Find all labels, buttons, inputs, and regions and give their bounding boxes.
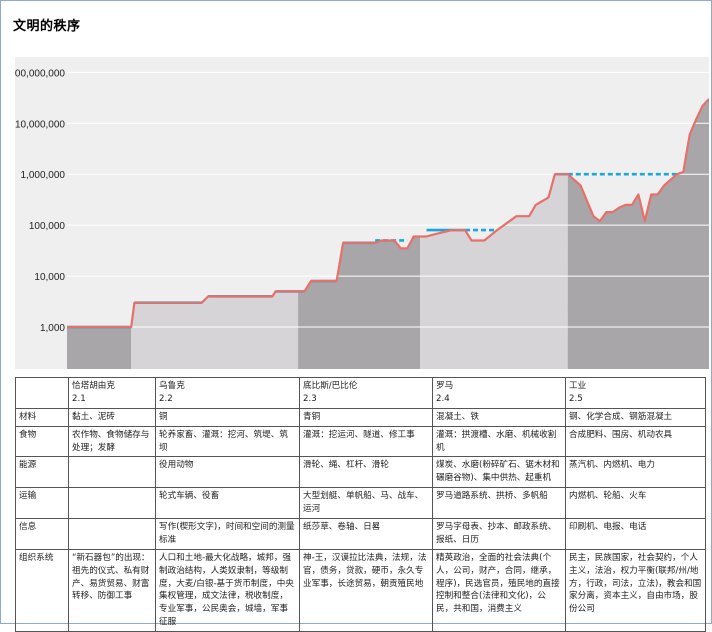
y-tick-label: 10,000 <box>34 272 65 283</box>
era-number: 2.1 <box>72 393 86 404</box>
era-header-cell: 乌鲁克 2.2 <box>155 377 300 409</box>
era-name: 工业 <box>569 381 587 391</box>
era-name: 恰塔胡由克 <box>72 381 115 391</box>
table-cell: 纸莎草、卷轴、日晷 <box>299 518 433 550</box>
y-tick-label: 1,000,000 <box>21 170 66 181</box>
table-cell <box>68 518 156 550</box>
y-tick-label: 100,000,000 <box>15 68 65 79</box>
row-label: 信息 <box>15 518 69 550</box>
table-row: 组织系统 “新石器包”的出现：祖先的仪式、私有财产、易货贸易、财富转移、防御工事人… <box>15 548 706 632</box>
era-band-2.2 <box>131 291 299 369</box>
population-line <box>67 98 709 329</box>
table-row: 能源 役用动物 滑轮、绳、杠杆、滑轮 煤炭、水磨(粉碎矿石、锯木材和碾磨谷物)、集中供… <box>15 456 706 489</box>
table-cell: 轮式车辆、役畜 <box>155 487 300 520</box>
table-cell: 轮养家畜、灌溉：挖河、筑堤、筑坝 <box>155 425 300 458</box>
table-cell: 农作物、食物储存与处理；发酵 <box>68 425 156 458</box>
table-cell: 写作(楔形文字)，时间和空间的测量标准 <box>155 518 300 550</box>
table-cell: 民主，民族国家，社会契约，个人主义，法治，权力平衡(联邦/州/地方，行政，司法，… <box>565 548 706 632</box>
table-cell: 钢、化学合成、钢筋混凝土 <box>565 407 706 427</box>
table-cell: 人口和土地-最大化战略，城邦，强制政治结构，人类奴隶制，等级制度，大麦/白银-基… <box>155 548 300 632</box>
table-cell: 铜 <box>155 407 300 427</box>
table-cell: 精英政治，全面的社会法典(个人，公司，财产，合同，继承，程序)，民选官员，殖民地… <box>432 548 566 632</box>
era-name: 罗马 <box>436 381 454 391</box>
table-cell: 煤炭、水磨(粉碎矿石、锯木材和碾磨谷物)、集中供热、起重机 <box>432 456 566 489</box>
table-row: 信息 写作(楔形文字)，时间和空间的测量标准 纸莎草、卷轴、日晷 罗马字母表、抄本、邮… <box>15 518 706 550</box>
era-band-2.4 <box>420 174 568 369</box>
y-tick-label: 1,000 <box>40 323 65 334</box>
table-cell: 印刷机、电报、电话 <box>565 518 706 550</box>
y-tick-label: 10,000,000 <box>15 119 65 130</box>
table-cell: 黏土、泥砖 <box>68 407 156 427</box>
era-header-cell: 罗马 2.4 <box>432 377 566 409</box>
era-band-2.3 <box>298 236 421 369</box>
era-band-2.1 <box>67 327 132 369</box>
table-cell: 灌溉：拱渡槽、水磨、机械收割机 <box>432 425 566 458</box>
table-cell: 罗马道路系统、拱桥、多帆船 <box>432 487 566 520</box>
table-header-row: 恰塔胡由克 2.1 乌鲁克 2.2 底比斯/巴比伦 2.3 罗马 2.4 工业 2.5 <box>15 377 706 409</box>
era-name: 乌鲁克 <box>159 381 185 391</box>
table-cell: 役用动物 <box>155 456 300 489</box>
figure-title: 文明的秩序 <box>13 19 81 34</box>
row-label: 运输 <box>15 487 69 520</box>
row-label: 材料 <box>15 407 69 427</box>
population-chart: 100,000,000 10,000,000 1,000,000 100,000 10,… <box>15 57 709 369</box>
era-table: 恰塔胡由克 2.1 乌鲁克 2.2 底比斯/巴比伦 2.3 罗马 2.4 工业 2.5 材料 黏土、泥… <box>15 377 706 632</box>
table-cell: “新石器包”的出现：祖先的仪式、私有财产、易货贸易、财富转移、防御工事 <box>68 548 156 632</box>
era-band-2.5 <box>567 99 709 369</box>
table-cell: 神-王，汉谟拉比法典，法规，法官，债务，贷款，硬币，永久专业军事，长途贸易，朝贡… <box>299 548 433 632</box>
table-row: 材料 黏土、泥砖铜青铜 混凝土、铁 钢、化学合成、钢筋混凝土 <box>15 407 706 427</box>
table-cell <box>68 487 156 520</box>
table-cell: 滑轮、绳、杠杆、滑轮 <box>299 456 433 489</box>
row-label: 能源 <box>15 456 69 489</box>
era-header-cell: 底比斯/巴比伦 2.3 <box>299 377 433 409</box>
era-header-cell: 恰塔胡由克 2.1 <box>68 377 156 409</box>
table-cell: 混凝土、铁 <box>432 407 566 427</box>
table-cell: 蒸汽机、内燃机、电力 <box>565 456 706 489</box>
table-cell: 大型划艇、单帆船、马、战车、运河 <box>299 487 433 520</box>
era-number: 2.2 <box>159 393 173 404</box>
row-label: 食物 <box>15 425 69 458</box>
era-header-cell: 工业 2.5 <box>565 377 706 409</box>
row-label: 组织系统 <box>15 548 69 632</box>
era-number: 2.4 <box>436 393 450 404</box>
era-number: 2.5 <box>569 393 583 404</box>
table-cell: 灌溉：挖运河、隧道、修工事 <box>299 425 433 458</box>
table-cell: 内燃机、轮船、火车 <box>565 487 706 520</box>
table-row: 食物 农作物、食物储存与处理；发酵 轮养家畜、灌溉：挖河、筑堤、筑坝 灌溉：挖运河、隧… <box>15 425 706 458</box>
table-cell: 罗马字母表、抄本、邮政系统、报纸、日历 <box>432 518 566 550</box>
y-tick-label: 100,000 <box>29 221 66 232</box>
table-row: 运输 轮式车辆、役畜 大型划艇、单帆船、马、战车、运河 罗马道路系统、拱桥、多帆船 内燃… <box>15 487 706 520</box>
era-name: 底比斯/巴比伦 <box>303 381 358 391</box>
table-cell <box>68 456 156 489</box>
table-cell: 合成肥料、围房、机动农具 <box>565 425 706 458</box>
table-cell: 青铜 <box>299 407 433 427</box>
era-number: 2.3 <box>303 393 317 404</box>
table-corner-cell <box>15 377 69 409</box>
